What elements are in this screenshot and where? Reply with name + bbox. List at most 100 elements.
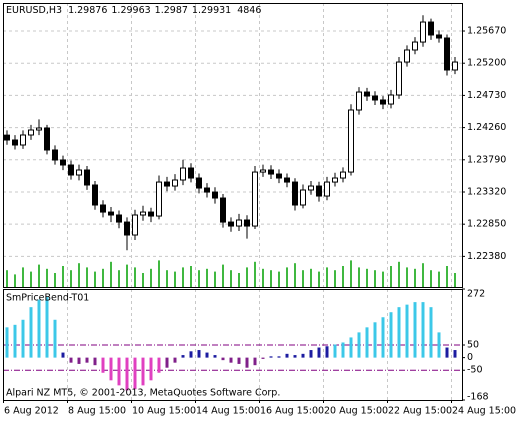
histogram-bar xyxy=(133,357,137,390)
histogram-bar xyxy=(245,357,249,368)
candle-body xyxy=(196,177,202,189)
x-tick-label: 10 Aug 15:00 xyxy=(132,406,196,417)
x-tick-label: 16 Aug 15:00 xyxy=(260,406,324,417)
candle-body xyxy=(228,221,234,227)
candle-body xyxy=(132,214,138,236)
histogram-bar xyxy=(373,322,377,358)
candle-body xyxy=(260,169,266,173)
indicator-title: SmPriceBend-T01 xyxy=(6,293,89,304)
y-tick-label: 50 xyxy=(467,340,479,351)
last-close: 1.29931 xyxy=(192,5,231,16)
candle-body xyxy=(436,34,442,39)
plot-layer: 1.25670 1.25200 1.24730 1.24260 1.23790 1.233… xyxy=(3,3,516,417)
candle-body xyxy=(300,189,306,206)
histogram-bar xyxy=(437,332,441,358)
y-tick-label: 0 xyxy=(467,352,473,363)
y-tick-label: 1.22380 xyxy=(467,251,506,262)
histogram-bar xyxy=(221,357,225,361)
indicator-frame xyxy=(3,289,463,401)
y-tick-label: 1.23790 xyxy=(467,154,506,165)
candle-body xyxy=(12,139,18,146)
candle-body xyxy=(252,171,258,227)
x-tick-label: 20 Aug 15:00 xyxy=(324,406,388,417)
candle-body xyxy=(388,94,394,105)
candle-body xyxy=(4,134,10,141)
candle-body xyxy=(332,177,338,183)
histogram-bar xyxy=(101,357,105,373)
last-open: 1.29876 xyxy=(68,5,107,16)
candle-body xyxy=(404,49,410,63)
candle-body xyxy=(236,219,242,227)
candle-body xyxy=(348,109,354,173)
histogram-bar xyxy=(109,357,113,381)
last-volume: 4846 xyxy=(237,5,261,16)
y-tick-label: 1.25670 xyxy=(467,26,506,37)
histogram-bar xyxy=(93,357,97,366)
x-tick-label: 22 Aug 15:00 xyxy=(388,406,452,417)
histogram-bar xyxy=(181,355,185,358)
x-tick-label: 6 Aug 2012 xyxy=(4,406,59,417)
histogram-bar xyxy=(165,357,169,368)
candle-body xyxy=(444,37,450,71)
candle-body xyxy=(140,211,146,216)
candle-body xyxy=(372,95,378,101)
y-tick-label: 1.24730 xyxy=(467,90,506,101)
histogram-bar xyxy=(149,357,153,381)
histogram-bar xyxy=(77,357,81,364)
candle-body xyxy=(452,61,458,71)
x-tick-label: 24 Aug 15:00 xyxy=(452,406,516,417)
histogram-bar xyxy=(333,344,337,358)
main-frame xyxy=(3,3,463,288)
histogram-bar xyxy=(85,357,89,363)
histogram-bar xyxy=(61,352,65,358)
candle-body xyxy=(68,164,74,176)
candle-body xyxy=(364,91,370,97)
histogram-bar xyxy=(29,307,33,358)
histogram-bar xyxy=(325,346,329,358)
y-tick-label: 1.24260 xyxy=(467,122,506,133)
symbol: EURUSD,H3 xyxy=(6,5,62,16)
histogram-bar xyxy=(421,302,425,358)
candle-body xyxy=(28,129,34,136)
histogram-bar xyxy=(285,353,289,358)
histogram-bar xyxy=(293,355,297,358)
histogram-bar xyxy=(405,304,409,358)
y-tick-label: 272 xyxy=(467,289,485,300)
candle-body xyxy=(76,169,82,176)
histogram-bar xyxy=(37,299,41,358)
histogram-bar xyxy=(45,297,49,358)
histogram-bar xyxy=(277,356,281,358)
histogram-bar xyxy=(309,350,313,358)
candle-body xyxy=(412,41,418,51)
candle-body xyxy=(356,91,362,111)
candle-body xyxy=(420,21,426,43)
histogram-bar xyxy=(301,353,305,358)
candle-body xyxy=(308,185,314,191)
candle-body xyxy=(108,211,114,216)
candle-body xyxy=(316,185,322,197)
candle-body xyxy=(84,169,90,186)
candle-body xyxy=(116,214,122,223)
histogram-bar xyxy=(445,347,449,358)
histogram-bar xyxy=(429,307,433,358)
histogram-bar xyxy=(261,357,265,359)
histogram-bar xyxy=(253,357,257,366)
candle-body xyxy=(100,204,106,213)
histogram-bar xyxy=(381,317,385,358)
histogram-bar xyxy=(117,357,121,386)
histogram-bar xyxy=(125,357,129,391)
header: EURUSD,H3 1.29876 1.29963 1.2987 1.29931 4846 xyxy=(6,5,261,16)
x-tick-label: 14 Aug 15:00 xyxy=(196,406,260,417)
histogram-bar xyxy=(173,357,177,363)
candle-body xyxy=(380,99,386,105)
candle-body xyxy=(428,21,434,36)
candle-body xyxy=(156,181,162,217)
y-tick-label: -50 xyxy=(467,365,483,376)
histogram-bar xyxy=(413,302,417,358)
candle-body xyxy=(180,167,186,181)
histogram-bar xyxy=(157,357,161,373)
histogram-bar xyxy=(21,319,25,358)
last-high: 1.29963 xyxy=(111,5,150,16)
histogram-bar xyxy=(213,355,217,358)
histogram-bar xyxy=(365,327,369,358)
